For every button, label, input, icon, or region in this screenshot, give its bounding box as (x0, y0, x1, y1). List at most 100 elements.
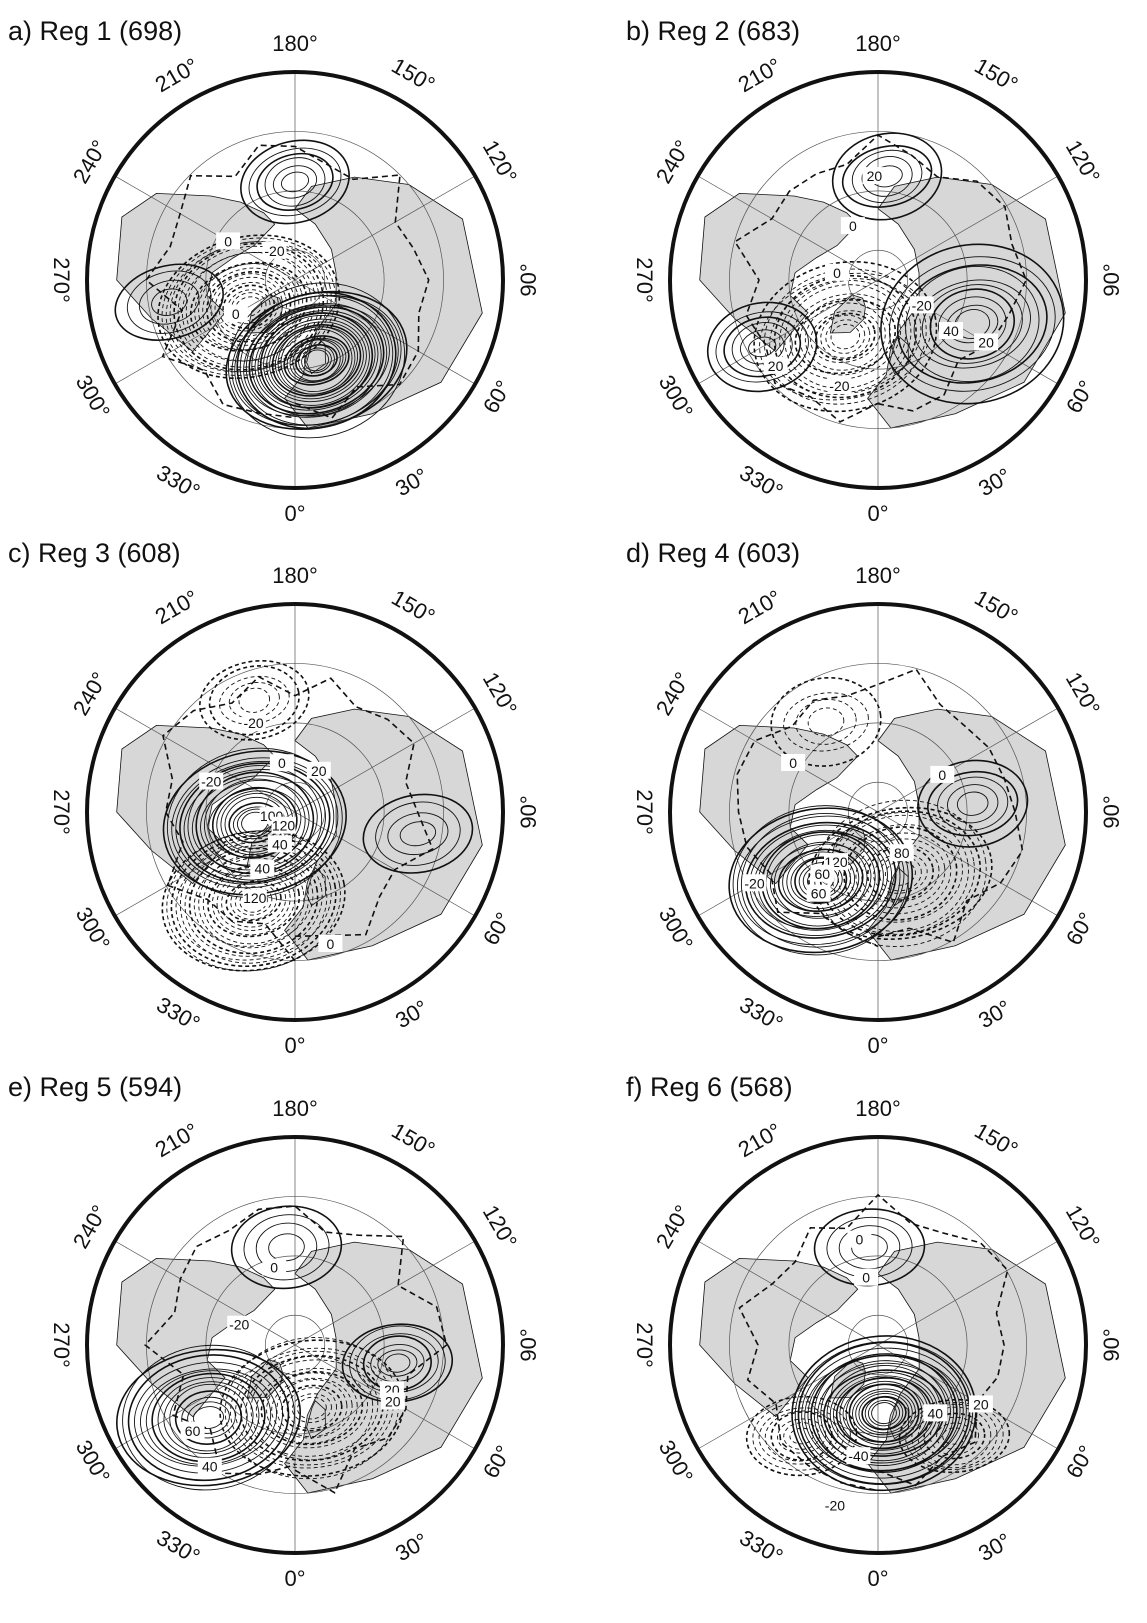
panel-title: a) Reg 1 (698) (8, 16, 182, 46)
negative-contour (849, 832, 952, 915)
longitude-label: 30° (974, 1528, 1015, 1566)
positive-contour (179, 762, 331, 884)
positive-contour (295, 344, 338, 377)
positive-contour (375, 801, 461, 866)
positive-contour (905, 265, 1040, 383)
longitude-label: 120° (478, 136, 522, 188)
positive-contour (126, 270, 212, 334)
contour-label: 40 (272, 836, 288, 852)
contour-label: 20 (311, 763, 327, 779)
contour-label: 60 (811, 886, 827, 902)
negative-contour (929, 1416, 979, 1456)
longitude-label: 0° (867, 501, 888, 526)
longitude-label: 210° (151, 585, 203, 629)
positive-contour (301, 347, 332, 374)
longitude-label: 210° (151, 1118, 203, 1162)
longitude-label: 330° (152, 1525, 204, 1569)
negative-contour (189, 261, 308, 352)
longitude-label: 270° (632, 1322, 657, 1368)
longitude-label: 180° (272, 563, 318, 588)
negative-contour (810, 310, 881, 363)
meridian-line (114, 1240, 476, 1450)
positive-contour (269, 321, 364, 400)
longitude-label: 240° (68, 668, 112, 720)
contour-label-bg (199, 772, 224, 790)
negative-contour (783, 1422, 820, 1450)
contour-label-bg (262, 1258, 287, 1276)
positive-contour (917, 759, 1029, 848)
contour-label-bg (197, 1457, 222, 1475)
negative-contour (286, 1387, 338, 1430)
negative-contour (222, 284, 276, 329)
positive-contour (122, 1344, 295, 1491)
longitude-label: 300° (71, 371, 115, 423)
longitude-label: 0° (867, 1033, 888, 1058)
meridian-line (114, 175, 476, 385)
contour-label: 40 (943, 323, 959, 339)
negative-contour (271, 1377, 353, 1439)
negative-contour (843, 826, 958, 921)
positive-contour (268, 1233, 305, 1262)
contour-label-bg (271, 816, 296, 834)
negative-contour (770, 676, 882, 767)
negative-contour (942, 1427, 967, 1445)
negative-contour (230, 881, 277, 920)
contour-label: 20 (768, 358, 784, 374)
negative-contour (804, 302, 886, 371)
longitude-label: 300° (71, 903, 115, 955)
contour-label-bg (854, 1268, 879, 1286)
negative-contour (911, 1403, 998, 1469)
contour-label: 0 (224, 233, 232, 249)
negative-contour (789, 293, 901, 380)
land-area (284, 1241, 483, 1494)
map-boundary (668, 1135, 1088, 1555)
positive-contour (169, 1383, 248, 1452)
contour-label-bg (846, 1447, 871, 1465)
contour-label: 0 (856, 1232, 864, 1248)
negative-contour (752, 1401, 851, 1471)
negative-contour (170, 834, 337, 968)
contour-label-bg (742, 874, 767, 892)
longitude-label: 0° (284, 1566, 305, 1591)
contour-label-bg (262, 241, 287, 259)
positive-contour (220, 792, 290, 853)
negative-contour (770, 1411, 833, 1461)
negative-contour (923, 1412, 986, 1460)
positive-contour (264, 157, 326, 207)
contour-label-bg (939, 322, 963, 340)
contour-label-bg (227, 1315, 252, 1333)
positive-contour (127, 1354, 290, 1482)
longitude-label: 90° (1099, 263, 1124, 296)
panel-title: b) Reg 2 (683) (626, 16, 800, 46)
meridian-line (697, 175, 1059, 385)
contour-label: -20 (829, 378, 849, 394)
longitude-label: 240° (68, 1201, 112, 1253)
contour-label: 40 (202, 1459, 218, 1475)
longitude-label: 0° (284, 1033, 305, 1058)
contour-label: -20 (201, 774, 221, 790)
negative-contour (216, 870, 291, 931)
negative-contour (228, 682, 280, 719)
negative-contour (779, 280, 912, 394)
positive-contour (166, 747, 343, 898)
contour-label: 80 (894, 845, 910, 861)
longitude-label: 330° (152, 992, 204, 1036)
longitude-label: 60° (1061, 1441, 1099, 1482)
negative-contour (225, 880, 282, 922)
longitude-label: 120° (478, 668, 522, 720)
positive-contour (227, 282, 406, 439)
negative-contour (179, 838, 328, 964)
negative-contour (807, 707, 845, 737)
negative-contour (814, 312, 876, 361)
longitude-label: 60° (478, 376, 516, 417)
contour-label: -20 (243, 715, 263, 731)
negative-contour (165, 241, 332, 373)
land-area (867, 708, 1066, 961)
contour-label: 120 (243, 890, 267, 906)
negative-contour (188, 847, 319, 955)
map-interior: 20 0 0 -20 40 20 -20 20 (697, 72, 1066, 488)
positive-contour (243, 1214, 330, 1281)
longitude-label: 210° (734, 585, 786, 629)
contour-label: -20 (912, 297, 932, 313)
